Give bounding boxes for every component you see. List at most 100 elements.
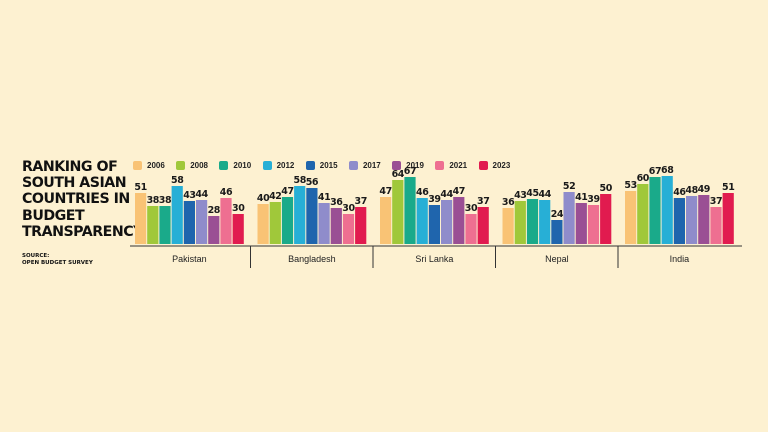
bar (453, 197, 465, 244)
data-label: 39 (428, 194, 440, 205)
data-label: 40 (257, 193, 270, 204)
data-label: 24 (551, 209, 564, 220)
bar (380, 197, 392, 244)
bar (159, 206, 171, 244)
bar (477, 207, 489, 244)
bar (147, 206, 159, 244)
bar (392, 180, 404, 244)
data-label: 37 (710, 196, 722, 207)
data-label: 28 (208, 205, 221, 216)
bar (208, 216, 220, 244)
legend-item: 2006 (133, 160, 176, 170)
data-label: 36 (502, 197, 515, 208)
chart-title: RANKING OF SOUTH ASIAN COUNTRIES IN BUDG… (22, 159, 143, 240)
legend-label: 2015 (319, 160, 338, 170)
data-label: 42 (269, 191, 281, 202)
data-label: 44 (195, 189, 208, 200)
data-label: 41 (575, 192, 587, 203)
bar (710, 207, 722, 244)
data-label: 45 (526, 188, 538, 199)
data-label: 43 (514, 190, 526, 201)
bar (563, 192, 575, 244)
data-label: 36 (330, 197, 343, 208)
legend-swatch (133, 160, 142, 170)
data-label: 44 (538, 189, 551, 200)
data-label: 56 (306, 177, 319, 188)
data-label: 41 (318, 192, 330, 203)
bar (416, 198, 428, 244)
bar (281, 197, 294, 244)
title-line: SOUTH ASIAN (22, 175, 127, 192)
legend-swatch (478, 160, 488, 170)
data-label: 47 (379, 186, 391, 197)
bar (428, 205, 440, 244)
legend-item: 2012 (262, 160, 306, 170)
category-label: India (670, 254, 690, 264)
data-label: 47 (281, 186, 293, 197)
data-label: 38 (159, 195, 172, 206)
data-label: 51 (134, 182, 146, 193)
legend-label: 2017 (362, 160, 381, 170)
bar (600, 194, 612, 244)
bar (649, 177, 661, 244)
bar (722, 193, 734, 244)
data-label: 46 (673, 187, 686, 198)
bar (441, 200, 453, 244)
data-label: 68 (661, 165, 674, 176)
bar (183, 201, 195, 244)
data-label: 52 (563, 181, 575, 192)
bar (637, 184, 649, 244)
bar (587, 205, 600, 244)
data-label: 51 (722, 182, 734, 193)
bar (502, 208, 514, 244)
bar (526, 199, 539, 244)
chart-legend: 2006 2008 2010 2012 2015 2017 2019 2021 2023 (133, 158, 522, 172)
data-label: 64 (392, 169, 405, 180)
legend-label: 2008 (190, 160, 208, 170)
legend-label: 2019 (406, 160, 424, 170)
data-label: 30 (342, 203, 355, 214)
data-label: 46 (220, 187, 233, 198)
category-label: Bangladesh (288, 254, 336, 264)
legend-swatch (262, 160, 272, 170)
data-label: 44 (440, 189, 453, 200)
bar (306, 188, 318, 244)
legend-item: 2021 (435, 160, 478, 170)
bar (196, 200, 208, 244)
category-label: Pakistan (172, 254, 207, 264)
bar (465, 214, 477, 244)
bar (539, 200, 551, 244)
legend-swatch (348, 160, 358, 170)
legend-label: 2006 (147, 160, 165, 170)
bar (220, 198, 232, 244)
title-line: COUNTRIES IN (22, 191, 130, 208)
bar (625, 191, 637, 244)
data-label: 60 (637, 173, 650, 184)
bar (661, 176, 673, 244)
source-label: SOURCE: (22, 253, 50, 259)
bar (404, 177, 416, 244)
data-label: 50 (599, 183, 612, 194)
legend-label: 2012 (276, 160, 295, 170)
data-label: 67 (404, 166, 416, 177)
data-label: 48 (685, 185, 698, 196)
data-label: 58 (171, 175, 184, 186)
bar (673, 198, 685, 244)
legend-swatch (305, 160, 315, 170)
source-name: OPEN BUDGET SURVEY (22, 259, 93, 266)
bar (294, 186, 306, 244)
legend-swatch (392, 160, 402, 170)
data-label: 47 (453, 186, 465, 197)
legend-item: 2010 (219, 160, 262, 170)
legend-swatch (219, 160, 229, 170)
title-line: TRANSPARENCY (22, 223, 143, 240)
data-label: 53 (624, 180, 636, 191)
bar (330, 208, 342, 244)
legend-label: 2023 (492, 160, 511, 170)
bar (257, 204, 269, 244)
data-label: 37 (477, 196, 489, 207)
legend-swatch (176, 160, 186, 170)
legend-item: 2008 (176, 160, 219, 170)
bar (355, 207, 367, 244)
legend-item: 2019 (392, 160, 435, 170)
